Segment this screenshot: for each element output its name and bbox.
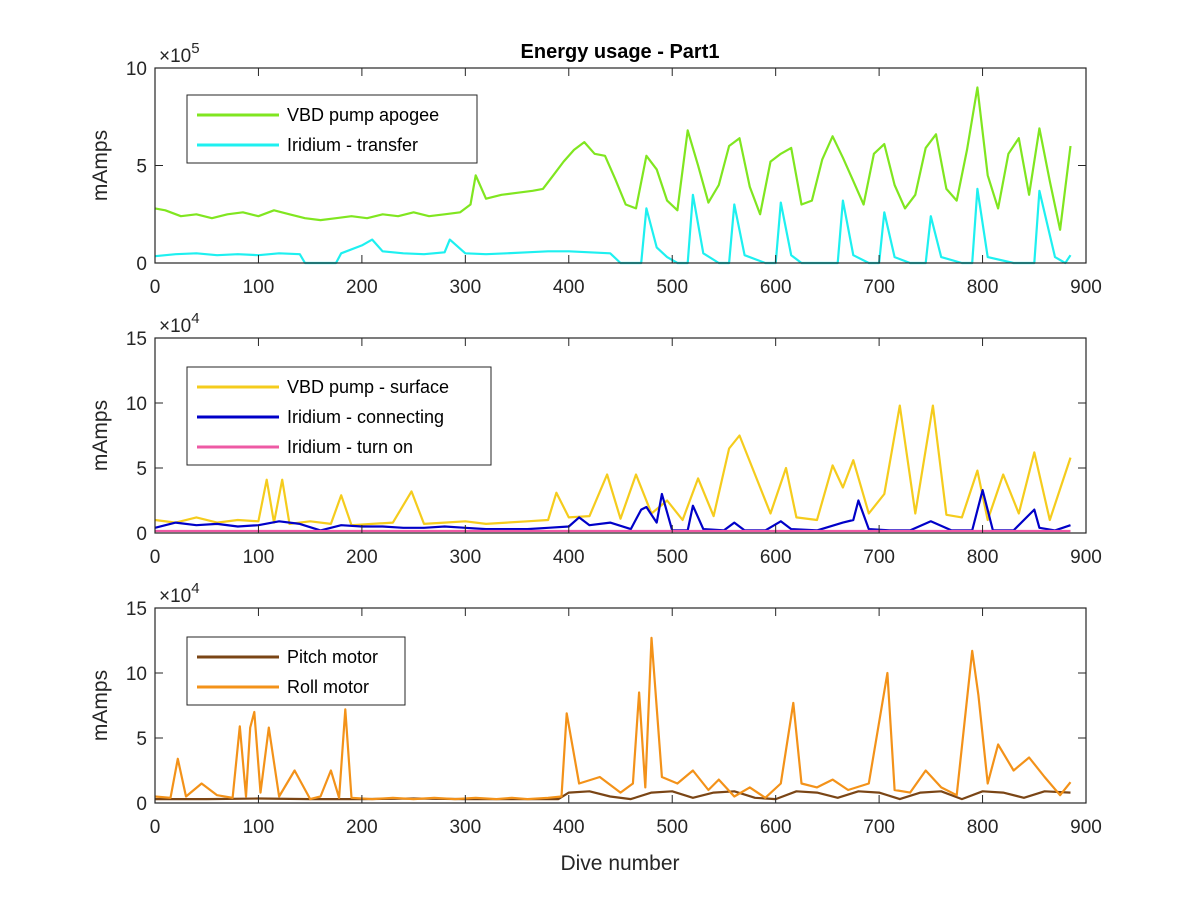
- y-axis-label: mAmps: [89, 130, 112, 201]
- subplot-1: 0 100 200 300 400 500 600 700 800 900 0 5 10 ×105 mAmp…: [89, 40, 1102, 298]
- x-tick-label: 800: [967, 547, 999, 568]
- x-tick-label: 600: [760, 817, 792, 838]
- x-tick-label: 900: [1070, 817, 1102, 838]
- series-group: [154, 636, 1072, 801]
- y-tick-label: 15: [126, 599, 147, 620]
- x-tick-label: 300: [449, 817, 481, 838]
- legend: Pitch motor Roll motor: [186, 636, 406, 706]
- subplot-3: 0 100 200 300 400 500 600 700 800 900 0 5 10 15 ×104 mA…: [89, 580, 1102, 838]
- y-axis-label: mAmps: [89, 400, 112, 471]
- x-tick-label: 700: [863, 817, 895, 838]
- legend-entry: VBD pump - surface: [287, 377, 449, 397]
- x-tick-label: 900: [1070, 547, 1102, 568]
- subplot-2: 0 100 200 300 400 500 600 700 800 900 0 5 10 15 ×104 mA…: [89, 310, 1102, 568]
- x-tick-label: 0: [150, 277, 161, 298]
- x-tick-label: 400: [553, 547, 585, 568]
- y-exponent-label: ×105: [159, 40, 200, 67]
- series-line-1: [155, 790, 1071, 801]
- figure-title: Energy usage - Part1: [521, 41, 720, 63]
- x-tick-label: 800: [967, 277, 999, 298]
- x-tick-label: 100: [243, 277, 275, 298]
- x-tick-label: 200: [346, 547, 378, 568]
- axes-box: [154, 607, 1087, 804]
- x-tick-label: 700: [863, 547, 895, 568]
- legend-entry: Roll motor: [287, 677, 369, 697]
- x-tick-label: 300: [449, 277, 481, 298]
- legend-entry: Iridium - turn on: [287, 437, 413, 457]
- y-tick-label: 10: [126, 664, 147, 685]
- x-tick-label: 800: [967, 817, 999, 838]
- x-tick-label: 400: [553, 817, 585, 838]
- x-tick-label: 400: [553, 277, 585, 298]
- axes-box: [154, 337, 1087, 534]
- legend-entry: Pitch motor: [287, 647, 378, 667]
- y-tick-label: 5: [136, 459, 147, 480]
- x-tick-label: 900: [1070, 277, 1102, 298]
- x-tick-label: 200: [346, 817, 378, 838]
- series-line-2: [154, 489, 1071, 532]
- legend-entry: Iridium - transfer: [287, 135, 418, 155]
- x-tick-label: 0: [150, 817, 161, 838]
- series-line-1: [154, 404, 1072, 527]
- y-tick-label: 0: [136, 794, 147, 815]
- x-tick-label: 200: [346, 277, 378, 298]
- x-tick-label: 0: [150, 547, 161, 568]
- x-tick-label: 700: [863, 277, 895, 298]
- x-tick-label: 100: [243, 817, 275, 838]
- y-axis-label: mAmps: [89, 670, 112, 741]
- series-line-2: [154, 636, 1072, 801]
- legend: VBD pump apogee Iridium - transfer: [186, 94, 478, 164]
- y-tick-label: 5: [136, 729, 147, 750]
- legend: VBD pump - surface Iridium - connecting Ir…: [186, 366, 492, 466]
- x-tick-label: 600: [760, 547, 792, 568]
- y-exponent-label: ×104: [159, 580, 200, 607]
- legend-entry: Iridium - connecting: [287, 407, 444, 427]
- y-exponent-label: ×104: [159, 310, 200, 337]
- series-group: [154, 404, 1072, 533]
- y-tick-label: 15: [126, 329, 147, 350]
- x-tick-label: 500: [656, 277, 688, 298]
- legend-box: [186, 94, 478, 164]
- y-tick-label: 0: [136, 524, 147, 545]
- x-tick-label: 500: [656, 817, 688, 838]
- y-tick-label: 5: [136, 157, 147, 178]
- x-tick-label: 600: [760, 277, 792, 298]
- series-line-2: [154, 187, 1072, 265]
- x-tick-label: 300: [449, 547, 481, 568]
- legend-box: [186, 636, 406, 706]
- x-axis-label: Dive number: [560, 852, 679, 875]
- y-tick-label: 0: [136, 254, 147, 275]
- legend-entry: VBD pump apogee: [287, 105, 439, 125]
- y-tick-label: 10: [126, 59, 147, 80]
- series-line-1: [154, 86, 1072, 231]
- x-tick-label: 500: [656, 547, 688, 568]
- x-tick-label: 100: [243, 547, 275, 568]
- y-tick-label: 10: [126, 394, 147, 415]
